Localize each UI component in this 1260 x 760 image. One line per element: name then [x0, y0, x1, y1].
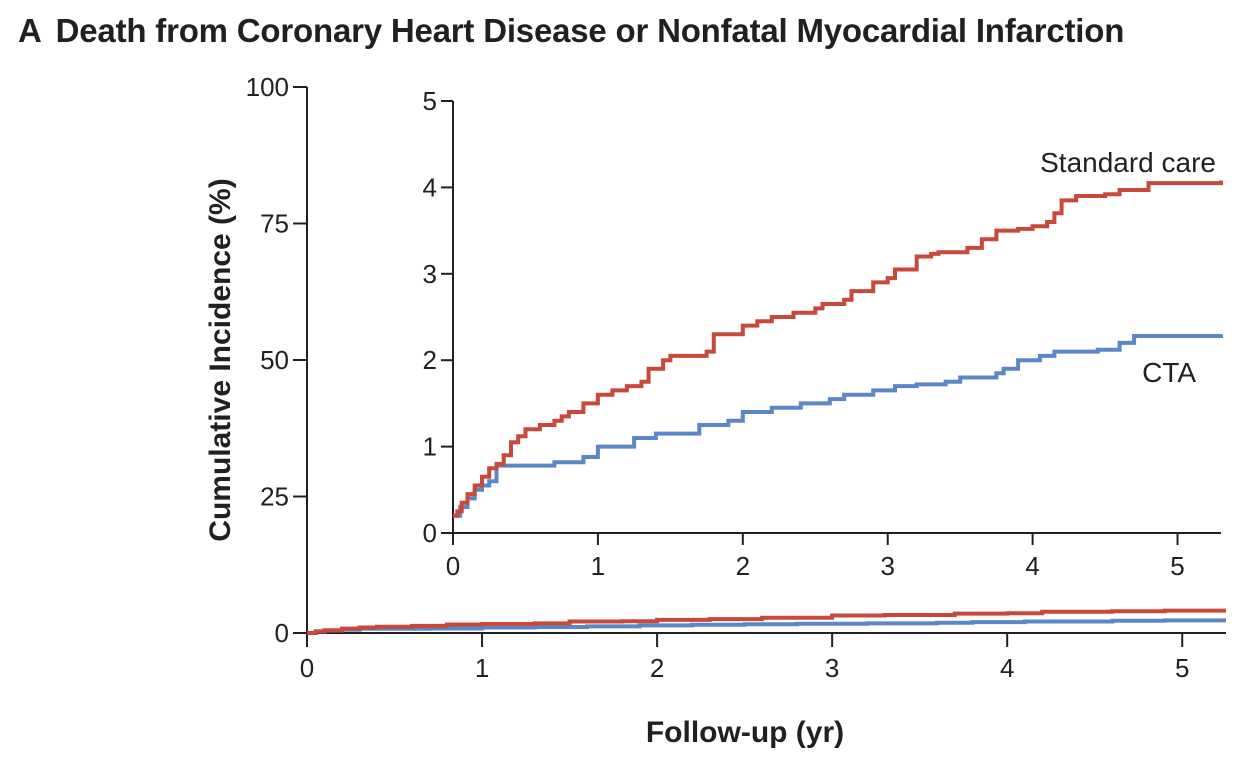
x-axis-title: Follow-up (yr)	[646, 716, 844, 749]
main-x-tick-label: 0	[300, 653, 314, 683]
y-axis-title: Cumulative Incidence (%)	[204, 178, 237, 541]
inset-y-tick-label: 1	[423, 432, 437, 462]
inset-x-tick-label: 0	[446, 551, 460, 581]
inset-x-tick-label: 2	[736, 551, 750, 581]
main-y-tick-label: 50	[260, 345, 289, 375]
inset-y-tick-label: 4	[423, 172, 437, 202]
panel-title: A Death from Coronary Heart Disease or No…	[18, 12, 1124, 50]
inset-x-tick-label: 3	[880, 551, 894, 581]
inset-y-tick-label: 3	[423, 259, 437, 289]
main-x-tick-label: 3	[825, 653, 839, 683]
inset-series-line-cta	[453, 334, 1223, 518]
main-y-tick-label: 25	[260, 482, 289, 512]
inset-series-line-standard-care	[453, 180, 1223, 518]
inset-y-tick-label: 0	[423, 518, 437, 548]
series-label-cta: CTA	[1142, 357, 1196, 388]
main-y-tick-label: 100	[246, 72, 289, 102]
main-y-tick-label: 75	[260, 209, 289, 239]
main-x-tick-label: 5	[1175, 653, 1189, 683]
main-x-tick-label: 4	[1000, 653, 1014, 683]
inset-y-tick-label: 2	[423, 345, 437, 375]
inset-x-tick-label: 1	[591, 551, 605, 581]
inset-x-tick-label: 4	[1025, 551, 1039, 581]
inset-chart: 0 1 2 3 4 5 0 1 2 3 4 5 Standard care CTA	[423, 86, 1223, 581]
main-series-line-standard-care	[307, 608, 1226, 635]
series-label-standard-care: Standard care	[1040, 147, 1216, 178]
panel-title-text: Death from Coronary Heart Disease or Non…	[55, 12, 1125, 49]
inset-x-tick-label: 5	[1170, 551, 1184, 581]
main-x-tick-label: 1	[475, 653, 489, 683]
inset-y-tick-label: 5	[423, 86, 437, 116]
main-y-tick-label: 0	[275, 618, 289, 648]
main-x-tick-label: 2	[650, 653, 664, 683]
panel-letter: A	[18, 12, 42, 49]
